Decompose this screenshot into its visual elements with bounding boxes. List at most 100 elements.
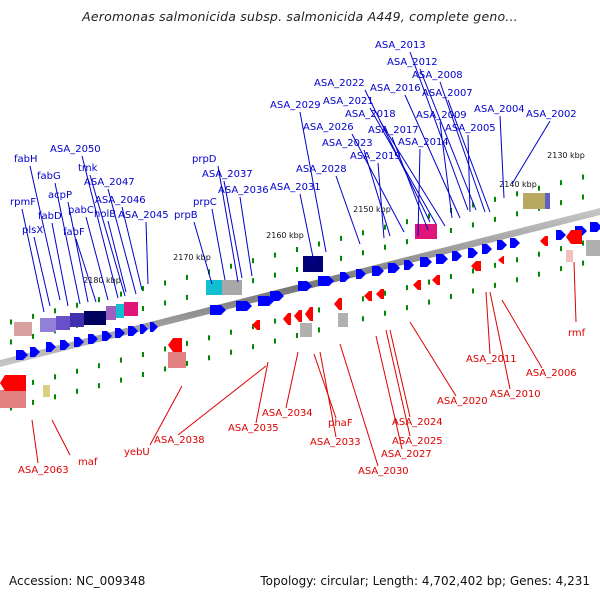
reverse-gene-label: ASA_2035	[228, 423, 279, 434]
label-leader-line	[149, 385, 183, 446]
label-leader-line	[51, 222, 69, 307]
forward-gene-arrow	[556, 230, 566, 240]
scale-tick-mark	[340, 235, 342, 241]
forward-gene-arrow	[60, 340, 70, 350]
forward-gene-arrow	[468, 248, 478, 258]
forward-gene-label: ASA_2005	[445, 123, 496, 134]
forward-gene-label: pabC	[68, 205, 94, 216]
label-leader-line	[299, 111, 327, 253]
label-leader-line	[335, 175, 361, 245]
forward-gene-label: ASA_2017	[368, 125, 419, 136]
label-leader-line	[377, 162, 385, 239]
feature-block	[566, 250, 573, 262]
reverse-gene-label: ASA_2010	[490, 389, 541, 400]
forward-gene-label: prpB	[174, 210, 198, 221]
reverse-gene-arrow	[294, 310, 302, 322]
feature-block	[303, 256, 323, 272]
scale-tick-mark	[384, 224, 386, 230]
scale-tick-mark	[516, 211, 518, 217]
reverse-gene-label: ASA_2063	[18, 465, 69, 476]
reverse-gene-label: rmf	[568, 328, 586, 339]
scale-tick-mark	[252, 258, 254, 264]
forward-gene-label: ASA_2007	[422, 88, 473, 99]
scale-tick-mark	[538, 271, 540, 277]
scale-tick-mark	[230, 263, 232, 269]
reverse-gene-arrow	[168, 338, 182, 352]
scale-tick-mark	[120, 357, 122, 363]
forward-gene-arrow	[74, 337, 84, 347]
forward-gene-label: ASA_2023	[322, 138, 373, 149]
label-leader-line	[31, 419, 39, 464]
scale-tick-mark	[230, 329, 232, 335]
reverse-gene-arrow	[432, 275, 440, 285]
scale-tick-mark	[406, 285, 408, 291]
label-leader-line	[67, 201, 89, 303]
label-leader-line	[285, 351, 299, 409]
scale-tick-mark	[54, 374, 56, 380]
reverse-gene-arrow	[540, 236, 548, 246]
reverse-gene-label: ASA_2033	[310, 437, 361, 448]
scale-tick-mark	[450, 294, 452, 299]
forward-gene-label: rpmF	[10, 197, 36, 208]
scale-tick-mark	[494, 262, 496, 268]
scale-tick-mark	[32, 313, 34, 319]
label-leader-line	[501, 299, 543, 369]
reverse-gene-label: phaF	[328, 418, 353, 429]
scale-tick-mark	[428, 213, 430, 219]
forward-gene-label: fabH	[14, 154, 38, 165]
scale-tick-mark	[406, 239, 408, 245]
scale-tick-mark	[164, 300, 166, 306]
scale-tick-mark	[296, 333, 298, 339]
scale-tick-mark	[494, 216, 496, 222]
forward-gene-label: ASA_2014	[398, 137, 449, 148]
scale-tick-mark	[98, 383, 100, 389]
scale-tick-mark	[186, 294, 188, 300]
label-leader-line	[339, 343, 379, 467]
reverse-gene-arrow	[0, 375, 26, 391]
scale-tick-mark	[538, 251, 540, 257]
forward-gene-label: ASA_2037	[202, 169, 253, 180]
scale-tick-mark	[32, 399, 34, 405]
reverse-gene-label: ASA_2025	[392, 436, 443, 447]
scale-tick-mark	[516, 277, 518, 283]
forward-gene-arrow	[102, 331, 112, 341]
forward-gene-arrow	[16, 350, 28, 360]
feature-block	[0, 390, 26, 408]
scale-tick-mark	[230, 349, 232, 355]
reverse-gene-label: yebU	[124, 447, 150, 458]
forward-gene-label: ASA_2021	[323, 96, 374, 107]
forward-gene-label: ASA_2046	[95, 195, 146, 206]
forward-gene-arrow	[356, 269, 366, 279]
forward-gene-label: prpC	[193, 197, 217, 208]
forward-gene-arrow	[340, 272, 350, 282]
forward-gene-label: ASA_2031	[270, 182, 321, 193]
topology-text: Topology: circular; Length: 4,702,402 bp…	[260, 574, 590, 588]
forward-gene-label: ASA_2008	[412, 70, 463, 81]
scale-tick-mark	[494, 196, 496, 202]
forward-gene-arrow	[497, 240, 507, 250]
forward-gene-arrow	[210, 305, 226, 315]
reverse-gene-arrow	[566, 230, 582, 244]
scale-tick-mark	[296, 247, 298, 253]
forward-gene-arrow	[140, 324, 148, 334]
forward-gene-label: ASA_2026	[303, 122, 354, 133]
feature-block	[206, 280, 222, 295]
scale-tick-label: 2160 kbp	[266, 231, 304, 240]
reverse-gene-label: ASA_2027	[381, 449, 432, 460]
forward-gene-label: ASA_2009	[416, 110, 467, 121]
scale-tick-mark	[76, 302, 78, 308]
forward-gene-label: prpD	[192, 154, 217, 165]
scale-tick-mark	[450, 274, 452, 279]
reverse-gene-label: ASA_2030	[358, 466, 409, 477]
scale-tick-mark	[428, 279, 430, 285]
scale-tick-mark	[494, 282, 496, 288]
scale-tick-mark	[98, 363, 100, 369]
scale-tick-mark	[252, 344, 254, 350]
scale-tick-label: 2170 kbp	[173, 253, 211, 262]
feature-block	[338, 313, 348, 327]
reverse-gene-arrow	[364, 291, 372, 301]
forward-gene-label: ASA_2022	[314, 78, 365, 89]
scale-tick-label: 2180 kbp	[83, 276, 121, 285]
label-leader-line	[193, 221, 213, 285]
